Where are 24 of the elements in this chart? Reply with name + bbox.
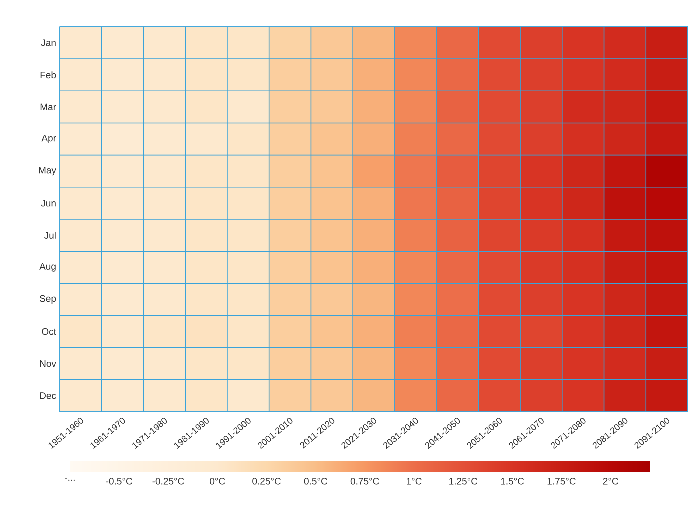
y-tick-label: Sep xyxy=(40,295,56,304)
color-bar-label: -... xyxy=(65,478,75,481)
color-bar-label: -0.5°C xyxy=(106,478,132,485)
y-tick-label: Nov xyxy=(40,360,56,368)
y-tick-label: Aug xyxy=(40,263,56,272)
y-tick-label: Apr xyxy=(42,135,56,144)
color-bar-label: 1.5°C xyxy=(501,478,524,485)
y-tick-label: Jun xyxy=(41,200,56,207)
color-bar-label: 2°C xyxy=(603,478,618,485)
y-tick-label: May xyxy=(39,167,56,176)
color-bar-label: 0.75°C xyxy=(350,478,380,485)
color-bar-label: 1.25°C xyxy=(450,478,478,485)
color-bar-label: 1°C xyxy=(407,478,422,485)
y-tick-label: Mar xyxy=(40,104,56,111)
color-bar-label: 1.75°C xyxy=(548,478,576,485)
y-tick-label: Jul xyxy=(44,232,56,240)
color-bar-label: 0.5°C xyxy=(304,478,328,485)
color-bar-label: 0.25°C xyxy=(252,478,282,485)
y-tick-label: Oct xyxy=(42,328,56,336)
y-tick-label: Feb xyxy=(40,72,56,79)
color-bar-label: -0.25°C xyxy=(152,478,184,485)
color-bar-label: 0°C xyxy=(210,478,226,485)
y-tick-label: Dec xyxy=(40,392,56,400)
y-tick-label: Jan xyxy=(41,40,56,46)
